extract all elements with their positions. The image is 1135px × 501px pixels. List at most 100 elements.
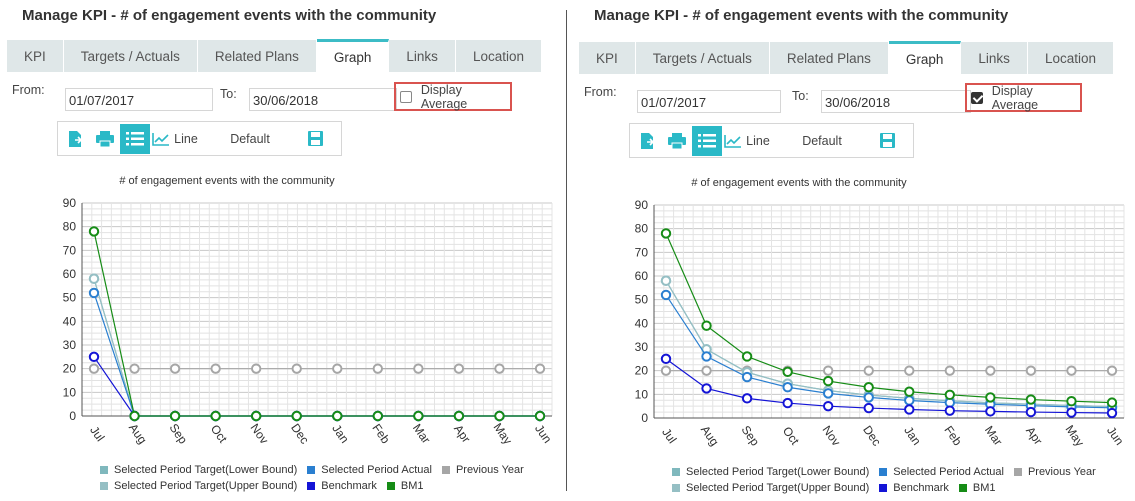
data-point[interactable]	[701, 320, 712, 331]
legend-item-previous-year[interactable]: Previous Year	[441, 464, 524, 476]
data-point[interactable]	[985, 365, 996, 376]
default-button[interactable]: Default	[230, 131, 270, 146]
data-point[interactable]	[1025, 394, 1037, 405]
list-view-button[interactable]	[692, 125, 722, 156]
data-point[interactable]	[660, 275, 672, 286]
data-point[interactable]	[1106, 407, 1118, 419]
data-point[interactable]	[741, 351, 753, 362]
data-point[interactable]	[944, 365, 956, 376]
data-point[interactable]	[413, 363, 424, 374]
data-point[interactable]	[822, 375, 834, 387]
save-button[interactable]	[300, 124, 330, 154]
legend-item-actual[interactable]: Selected Period Actual	[879, 466, 1004, 478]
line-chart-button[interactable]: Line	[150, 124, 200, 154]
to-date-input[interactable]: 30/06/2018	[821, 90, 971, 113]
data-point[interactable]	[534, 410, 546, 422]
data-point[interactable]	[1066, 395, 1077, 407]
data-point[interactable]	[782, 382, 793, 393]
data-point[interactable]	[291, 363, 302, 374]
tab-related-plans[interactable]: Related Plans	[197, 40, 317, 72]
data-point[interactable]	[534, 363, 546, 374]
legend-item-benchmark[interactable]: Benchmark	[307, 480, 377, 492]
data-point[interactable]	[863, 382, 874, 393]
data-point[interactable]	[88, 273, 100, 284]
data-point[interactable]	[660, 353, 672, 365]
display-average-toggle[interactable]: Display Average	[394, 82, 512, 111]
data-point[interactable]	[210, 363, 221, 374]
data-point[interactable]	[985, 392, 996, 403]
from-date-input[interactable]: 01/07/2017	[65, 88, 213, 111]
data-point[interactable]	[332, 363, 343, 374]
data-point[interactable]	[944, 405, 956, 416]
print-button[interactable]	[662, 126, 692, 156]
tab-links[interactable]: Links	[389, 40, 456, 72]
display-average-toggle[interactable]: Display Average	[965, 83, 1082, 112]
data-point[interactable]	[863, 402, 874, 414]
data-point[interactable]	[494, 410, 505, 422]
data-point[interactable]	[1066, 365, 1077, 376]
legend-item-target-lower[interactable]: Selected Period Target(Lower Bound)	[100, 464, 297, 476]
display-average-checkbox[interactable]	[400, 90, 412, 103]
data-point[interactable]	[88, 226, 100, 237]
data-point[interactable]	[822, 388, 834, 399]
from-date-input[interactable]: 01/07/2017	[637, 90, 781, 113]
tab-location[interactable]: Location	[455, 40, 542, 72]
tab-related-plans[interactable]: Related Plans	[769, 42, 889, 74]
data-point[interactable]	[372, 363, 384, 374]
to-date-input[interactable]: 30/06/2018	[249, 88, 397, 111]
data-point[interactable]	[1025, 406, 1037, 418]
data-point[interactable]	[701, 351, 712, 362]
data-point[interactable]	[741, 371, 753, 383]
display-average-checkbox[interactable]	[971, 91, 983, 104]
tab-targets-actuals[interactable]: Targets / Actuals	[635, 42, 770, 74]
tab-links[interactable]: Links	[961, 42, 1028, 74]
legend-item-actual[interactable]: Selected Period Actual	[307, 464, 432, 476]
data-point[interactable]	[494, 363, 505, 374]
data-point[interactable]	[782, 366, 793, 378]
data-point[interactable]	[372, 410, 384, 422]
data-point[interactable]	[782, 397, 793, 409]
print-button[interactable]	[90, 124, 120, 154]
legend-item-benchmark[interactable]: Benchmark	[879, 482, 949, 494]
legend-item-bm1[interactable]: BM1	[386, 480, 424, 492]
tab-targets-actuals[interactable]: Targets / Actuals	[63, 40, 198, 72]
data-point[interactable]	[822, 365, 834, 376]
tab-location[interactable]: Location	[1027, 42, 1114, 74]
tab-kpi[interactable]: KPI	[7, 40, 64, 72]
data-point[interactable]	[169, 363, 181, 374]
export-button[interactable]	[60, 124, 90, 154]
data-point[interactable]	[904, 395, 915, 406]
list-view-button[interactable]	[120, 123, 150, 154]
data-point[interactable]	[250, 410, 262, 422]
export-button[interactable]	[632, 126, 662, 156]
data-point[interactable]	[904, 404, 915, 415]
data-point[interactable]	[1106, 365, 1118, 376]
data-point[interactable]	[250, 363, 262, 374]
data-point[interactable]	[453, 410, 465, 422]
data-point[interactable]	[129, 410, 140, 422]
data-point[interactable]	[904, 386, 915, 397]
legend-item-target-upper[interactable]: Selected Period Target(Upper Bound)	[100, 480, 297, 492]
default-button[interactable]: Default	[802, 133, 842, 148]
tab-graph[interactable]: Graph	[316, 39, 390, 73]
data-point[interactable]	[701, 383, 712, 394]
data-point[interactable]	[129, 363, 140, 374]
data-point[interactable]	[660, 228, 672, 239]
legend-item-bm1[interactable]: BM1	[958, 482, 996, 494]
data-point[interactable]	[822, 400, 834, 412]
data-point[interactable]	[291, 410, 302, 422]
data-point[interactable]	[453, 363, 465, 374]
data-point[interactable]	[985, 406, 996, 417]
data-point[interactable]	[741, 393, 753, 404]
tab-graph[interactable]: Graph	[888, 41, 962, 75]
line-chart-button[interactable]: Line	[722, 126, 772, 156]
data-point[interactable]	[1025, 365, 1037, 376]
data-point[interactable]	[88, 363, 100, 374]
data-point[interactable]	[332, 410, 343, 422]
data-point[interactable]	[413, 410, 424, 422]
data-point[interactable]	[88, 287, 100, 299]
data-point[interactable]	[863, 365, 874, 376]
legend-item-target-upper[interactable]: Selected Period Target(Upper Bound)	[672, 482, 869, 494]
data-point[interactable]	[904, 365, 915, 376]
data-point[interactable]	[944, 389, 956, 401]
